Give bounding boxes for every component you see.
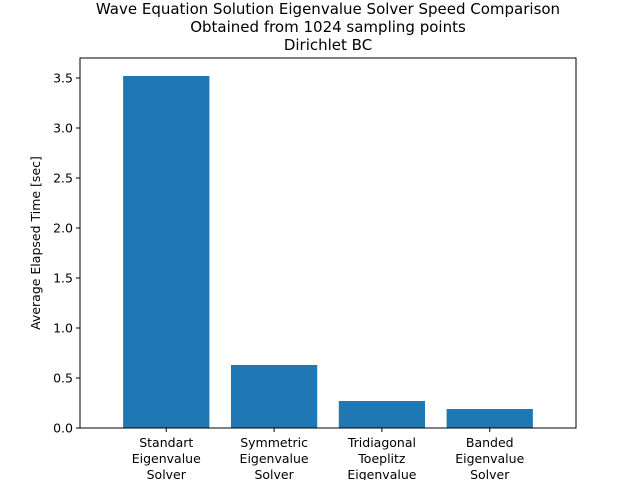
x-tick-label-2: Tridiagonal Toeplitz Eigenvalue	[347, 435, 417, 480]
x-tick-label-3-line-2: Eigenvalue	[455, 451, 524, 466]
x-tick-label-2-line-3: Eigenvalue	[347, 467, 416, 480]
x-tick-label-0-line-1: Standart	[139, 435, 193, 450]
x-tick-label-0: Standart Eigenvalue Solver	[132, 435, 201, 480]
x-tick-label-1: Symmetric Eigenvalue Solver	[240, 435, 309, 480]
x-tick-label-2-line-1: Tridiagonal	[347, 435, 416, 450]
chart-title-line-1: Wave Equation Solution Eigenvalue Solver…	[96, 0, 560, 18]
x-tick-label-3: Banded Eigenvalue Solver	[455, 435, 524, 480]
y-tick-label-4: 2.0	[53, 221, 73, 236]
bar-3	[338, 401, 426, 428]
x-tick-label-1-line-3: Solver	[254, 467, 294, 480]
x-tick-label-2-line-2: Toeplitz	[357, 451, 406, 466]
plot-frame	[79, 57, 577, 429]
y-tick-label-0: 0.0	[53, 421, 73, 436]
bar-1	[123, 76, 210, 428]
x-tick-label-0-line-3: Solver	[147, 467, 187, 480]
y-tick-label-6: 3.0	[53, 121, 73, 136]
chart-title-line-3: Dirichlet BC	[284, 36, 372, 54]
y-tick-label-2: 1.0	[53, 321, 73, 336]
x-tick-label-0-line-2: Eigenvalue	[132, 451, 201, 466]
x-tick-label-3-line-1: Banded	[466, 435, 514, 450]
chart-title: Wave Equation Solution Eigenvalue Solver…	[96, 0, 560, 54]
y-tick-label-5: 2.5	[53, 171, 73, 186]
x-tick-label-3-line-3: Solver	[470, 467, 510, 480]
chart-title-line-2: Obtained from 1024 sampling points	[190, 18, 466, 36]
y-tick-label-1: 0.5	[53, 371, 73, 386]
y-tick-label-7: 3.5	[53, 71, 73, 86]
x-tick-label-1-line-1: Symmetric	[240, 435, 308, 450]
x-tick-label-1-line-2: Eigenvalue	[240, 451, 309, 466]
bar-2	[230, 365, 318, 428]
y-tick-label-3: 1.5	[53, 271, 73, 286]
bars-group	[123, 76, 533, 428]
y-axis-label: Average Elapsed Time [sec]	[28, 156, 43, 330]
y-axis: 0.0 0.5 1.0 1.5 2.0 2.5 3.0 3.5	[53, 71, 80, 436]
bar-4	[446, 409, 533, 428]
